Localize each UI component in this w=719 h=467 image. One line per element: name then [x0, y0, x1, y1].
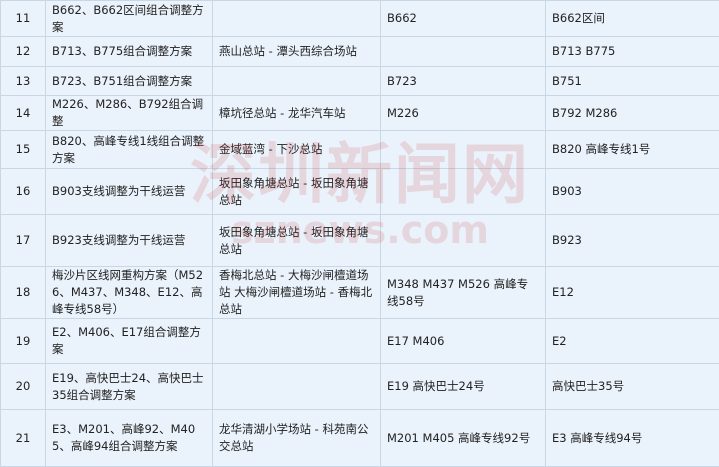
adjusted-line: B713 B775: [546, 37, 719, 67]
row-number: 20: [1, 364, 46, 410]
row-number: 21: [1, 410, 46, 467]
route: [213, 67, 381, 96]
route: 燕山总站 - 潭头西综合场站: [213, 37, 381, 67]
route: 坂田象角塘总站 - 坂田象角塘总站: [213, 215, 381, 267]
plan-name: B820、高峰专线1线组合调整方案: [46, 131, 213, 169]
plan-name: B903支线调整为干线运营: [46, 169, 213, 215]
adjusted-line: B923: [546, 215, 719, 267]
adjusted-line: E3 高峰专线94号: [546, 410, 719, 467]
route: 龙华清湖小学场站 - 科苑南公交总站: [213, 410, 381, 467]
plan-name: 梅沙片区线网重构方案（M526、M437、M348、E12、高峰专线58号）: [46, 267, 213, 319]
route: 金域蓝湾 - 下沙总站: [213, 131, 381, 169]
plan-name: E19、高快巴士24、高快巴士35组合调整方案: [46, 364, 213, 410]
row-number: 18: [1, 267, 46, 319]
plan-name: B662、B662区间组合调整方案: [46, 1, 213, 37]
new-line: M201 M405 高峰专线92号: [381, 410, 546, 467]
route: 坂田象角塘总站 - 坂田象角塘总站: [213, 169, 381, 215]
row-number: 17: [1, 215, 46, 267]
adjusted-line: B792 M286: [546, 96, 719, 131]
row-number: 19: [1, 319, 46, 364]
adjusted-line: B820 高峰专线1号: [546, 131, 719, 169]
new-line: [381, 169, 546, 215]
row-number: 16: [1, 169, 46, 215]
route: [213, 364, 381, 410]
new-line: [381, 37, 546, 67]
new-line: [381, 131, 546, 169]
row-number: 11: [1, 1, 46, 37]
row-number: 13: [1, 67, 46, 96]
row-number: 12: [1, 37, 46, 67]
route: [213, 319, 381, 364]
route: 樟坑径总站 - 龙华汽车站: [213, 96, 381, 131]
row-number: 14: [1, 96, 46, 131]
plan-name: M226、M286、B792组合调整: [46, 96, 213, 131]
route: [213, 1, 381, 37]
adjusted-line: E12: [546, 267, 719, 319]
adjusted-line: B662区间: [546, 1, 719, 37]
new-line: [381, 215, 546, 267]
new-line: M348 M437 M526 高峰专线58号: [381, 267, 546, 319]
plan-name: E3、M201、高峰92、M405、高峰94组合调整方案: [46, 410, 213, 467]
new-line: B723: [381, 67, 546, 96]
new-line: B662: [381, 1, 546, 37]
plan-name: B723、B751组合调整方案: [46, 67, 213, 96]
new-line: M226: [381, 96, 546, 131]
plan-name: E2、M406、E17组合调整方案: [46, 319, 213, 364]
adjusted-line: B903: [546, 169, 719, 215]
adjusted-line: E2: [546, 319, 719, 364]
plan-name: B923支线调整为干线运营: [46, 215, 213, 267]
adjusted-line: 高快巴士35号: [546, 364, 719, 410]
route: 香梅北总站 - 大梅沙闸檀道场站 大梅沙闸檀道场站 - 香梅北总站: [213, 267, 381, 319]
new-line: E19 高快巴士24号: [381, 364, 546, 410]
plan-name: B713、B775组合调整方案: [46, 37, 213, 67]
adjusted-line: B751: [546, 67, 719, 96]
row-number: 15: [1, 131, 46, 169]
new-line: E17 M406: [381, 319, 546, 364]
